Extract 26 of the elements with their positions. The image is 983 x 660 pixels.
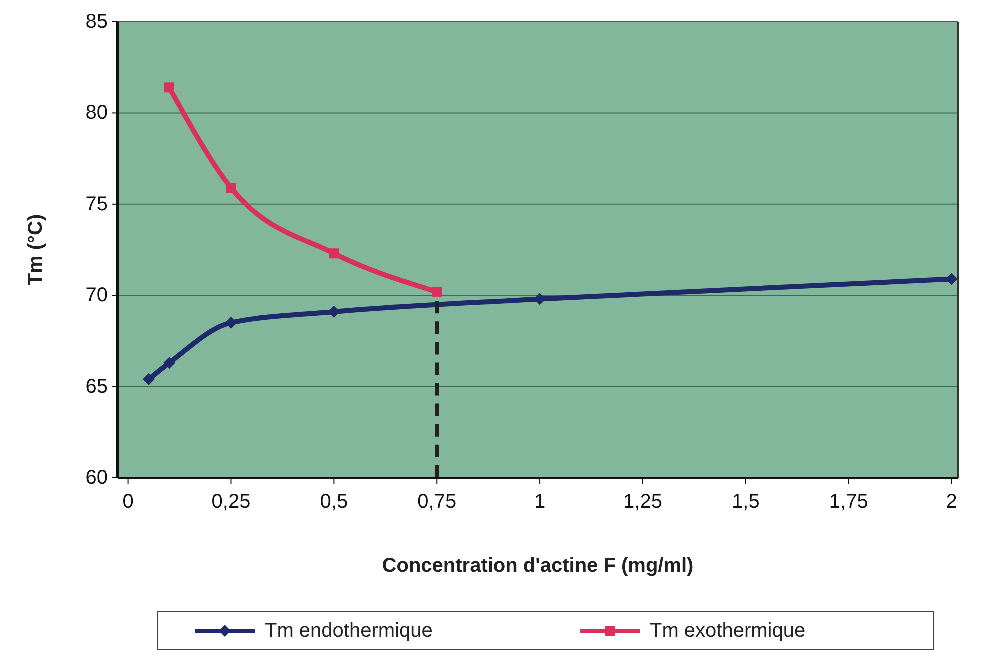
point <box>329 248 340 259</box>
y-tick-label: 60 <box>86 467 108 489</box>
y-axis-title: Tm (°C) <box>25 214 47 286</box>
x-tick-label: 2 <box>946 491 958 513</box>
x-tick-label: 1,5 <box>732 491 760 513</box>
y-tick-label: 80 <box>86 102 108 124</box>
x-tick-label: 0 <box>122 491 134 513</box>
x-tick-label: 0,75 <box>418 491 457 513</box>
point <box>432 286 442 297</box>
point <box>163 357 176 370</box>
y-tick-label: 85 <box>86 11 108 33</box>
point <box>226 182 236 193</box>
y-tick-label: 70 <box>86 284 108 307</box>
x-tick-label: 1,25 <box>624 491 662 513</box>
legend-label: Tm exothermique <box>650 620 806 642</box>
y-tick-label: 75 <box>86 193 108 216</box>
x-tick-label: 1 <box>534 491 546 513</box>
point <box>164 82 174 93</box>
x-tick-label: 1,75 <box>829 491 868 513</box>
legend-label: Tm endothermique <box>265 620 433 642</box>
point <box>225 316 238 329</box>
x-tick-label: 0,5 <box>320 491 348 513</box>
x-axis-title: Concentration d'actine F (mg/ml) <box>382 555 694 577</box>
x-tick-label: 0,25 <box>212 491 251 513</box>
point <box>142 374 155 386</box>
y-tick-label: 65 <box>86 376 108 398</box>
